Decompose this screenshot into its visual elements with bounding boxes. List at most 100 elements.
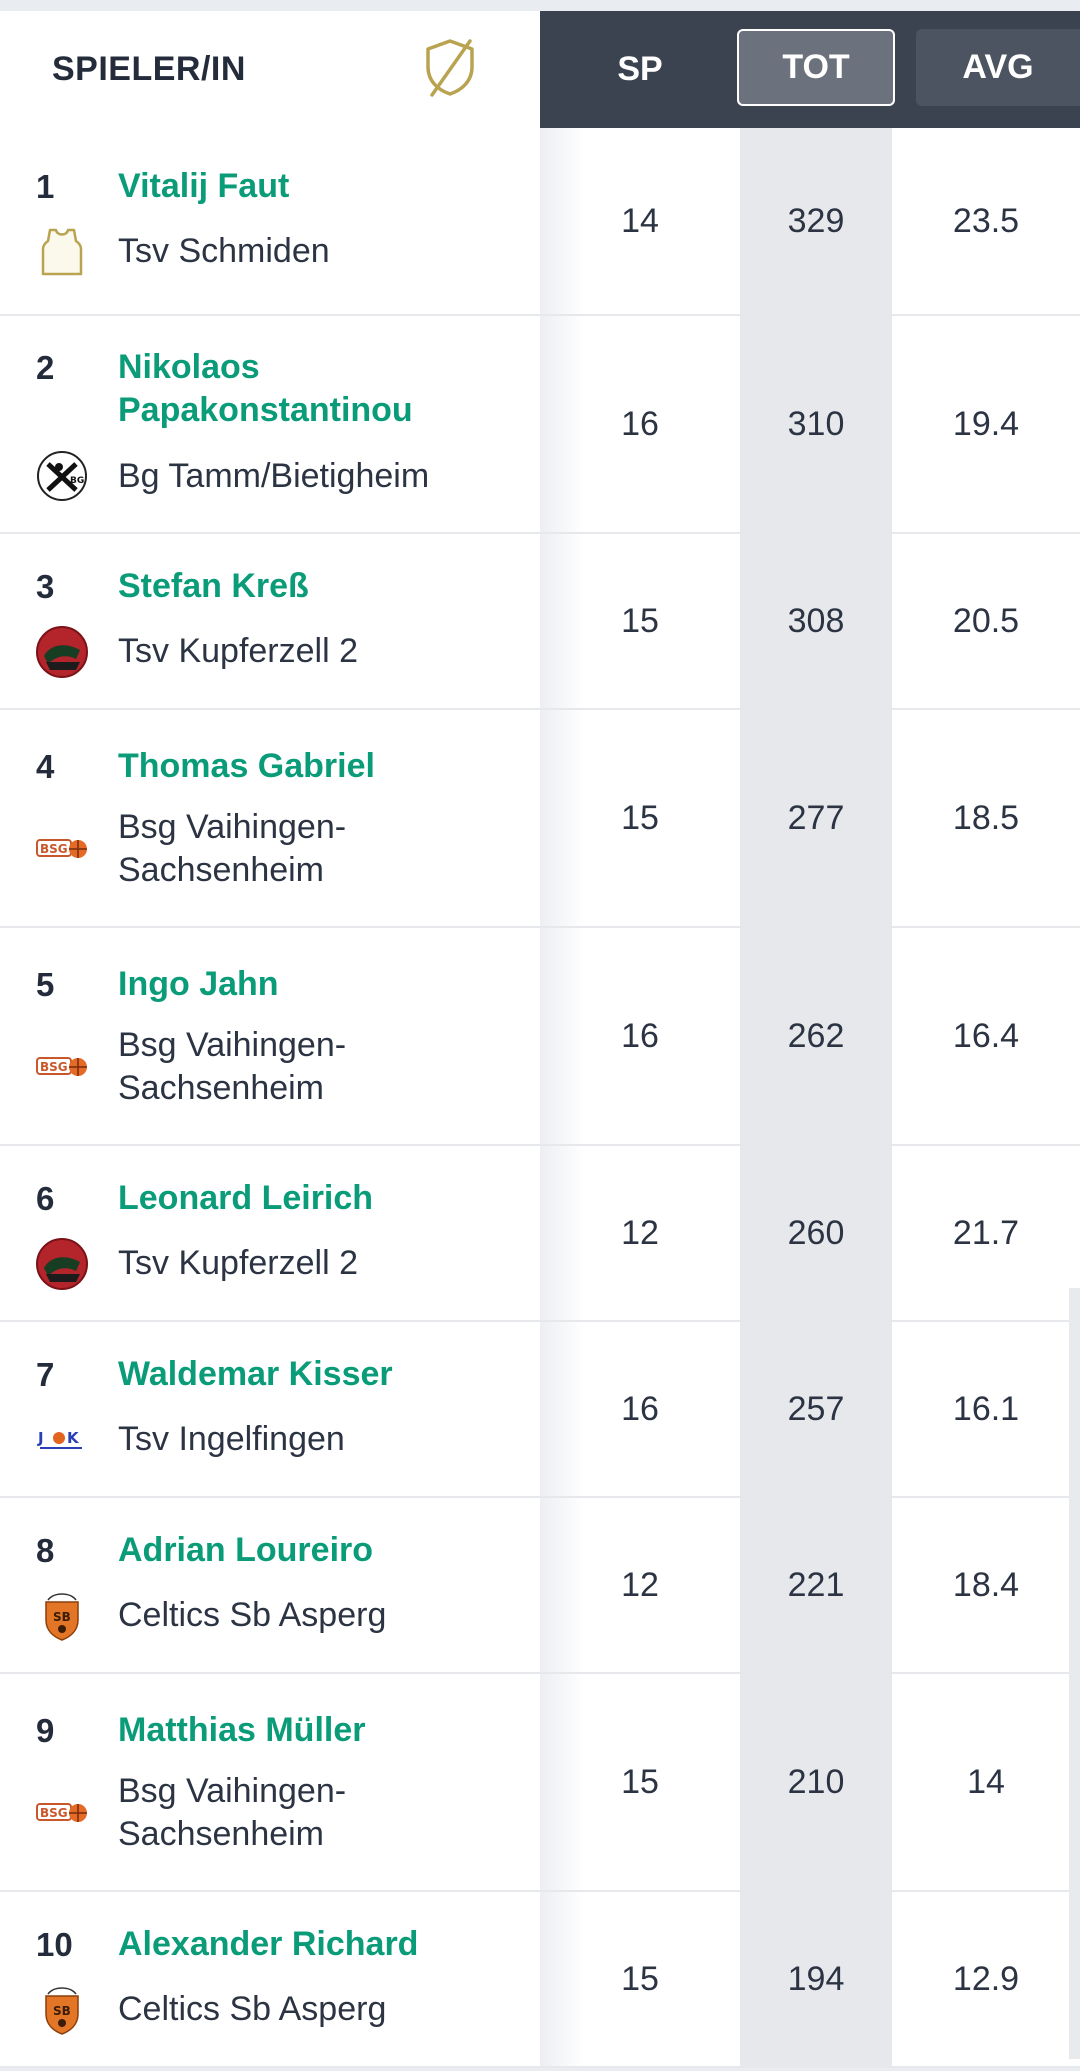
avg-value: 18.5 <box>892 710 1080 926</box>
player-cell: 5 Ingo Jahn BSG Bsg Vaihingen-Sachsenheim <box>0 928 540 1144</box>
shield-slash-icon[interactable] <box>422 37 478 102</box>
svg-text:K: K <box>67 1429 80 1447</box>
table-row[interactable]: 9 Matthias Müller BSG Bsg Vaihingen-Sachsen… <box>0 1674 1080 1892</box>
stats-cells: 12 221 18.4 <box>540 1498 1080 1672</box>
table-row[interactable]: 6 Leonard Leirich Tsv Kupferzell 2 12 260 21.… <box>0 1146 1080 1322</box>
player-cell: 4 Thomas Gabriel BSG Bsg Vaihingen-Sachsenh… <box>0 710 540 926</box>
team-name[interactable]: Bsg Vaihingen-Sachsenheim <box>118 1025 347 1107</box>
player-name-link[interactable]: Nikolaos Papakonstantinou <box>118 348 413 429</box>
player-cell: 2 Nikolaos Papakonstantinou BG Bg Tamm/Biet… <box>0 316 540 532</box>
tot-value: 308 <box>740 534 892 708</box>
team-name[interactable]: Tsv Ingelfingen <box>118 1420 345 1458</box>
sp-value: 16 <box>540 316 740 532</box>
team-name[interactable]: Celtics Sb Asperg <box>118 1990 387 2028</box>
rank: 1 <box>36 167 55 205</box>
sp-value: 15 <box>540 534 740 708</box>
player-name-link[interactable]: Vitalij Faut <box>118 166 290 205</box>
table-row[interactable]: 4 Thomas Gabriel BSG Bsg Vaihingen-Sachsenh… <box>0 710 1080 928</box>
asperg-logo: SB <box>36 1590 88 1642</box>
sp-value: 16 <box>540 1322 740 1496</box>
tot-value: 194 <box>740 1892 892 2066</box>
rank: 6 <box>36 1179 55 1217</box>
team-name[interactable]: Tsv Kupferzell 2 <box>118 632 358 670</box>
team-name[interactable]: Bsg Vaihingen-Sachsenheim <box>118 807 347 889</box>
table-row[interactable]: 1 Vitalij Faut Tsv Schmiden 14 329 23.5 <box>0 128 1080 316</box>
player-cell: 6 Leonard Leirich Tsv Kupferzell 2 <box>0 1146 540 1320</box>
stats-column-headers: SP TOT AVG <box>540 11 1080 128</box>
scrollbar[interactable] <box>1069 1288 1080 2059</box>
avg-value: 21.7 <box>892 1146 1080 1320</box>
avg-value: 12.9 <box>892 1892 1080 2066</box>
rank: 8 <box>36 1531 55 1569</box>
player-name-link[interactable]: Adrian Loureiro <box>118 1530 374 1569</box>
player-column-title: SPIELER/IN <box>52 50 246 88</box>
sp-value: 12 <box>540 1498 740 1672</box>
stats-cells: 15 194 12.9 <box>540 1892 1080 2066</box>
table-row[interactable]: 3 Stefan Kreß Tsv Kupferzell 2 15 308 20.5 <box>0 534 1080 710</box>
svg-text:BSG: BSG <box>40 842 68 856</box>
rank: 3 <box>36 567 55 605</box>
player-cell: 1 Vitalij Faut Tsv Schmiden <box>0 128 540 314</box>
team-name[interactable]: Celtics Sb Asperg <box>118 1596 387 1634</box>
svg-text:BSG: BSG <box>40 1060 68 1074</box>
table-row[interactable]: 2 Nikolaos Papakonstantinou BG Bg Tamm/Biet… <box>0 316 1080 534</box>
avg-value: 18.4 <box>892 1498 1080 1672</box>
rank: 10 <box>36 1925 73 1963</box>
player-name-link[interactable]: Alexander Richard <box>118 1924 419 1963</box>
team-name[interactable]: Bg Tamm/Bietigheim <box>118 456 430 495</box>
sort-avg-button[interactable]: AVG <box>916 29 1080 106</box>
svg-text:BSG: BSG <box>40 1806 68 1820</box>
stats-cells: 12 260 21.7 <box>540 1146 1080 1320</box>
player-name-link[interactable]: Waldemar Kisser <box>118 1354 393 1393</box>
stats-cells: 15 308 20.5 <box>540 534 1080 708</box>
jersey-icon <box>36 226 88 278</box>
kupferzell-logo <box>36 625 88 678</box>
player-column-header: SPIELER/IN <box>0 11 540 128</box>
tot-value: 329 <box>740 128 892 314</box>
rank: 9 <box>36 1711 55 1749</box>
player-cell: 3 Stefan Kreß Tsv Kupferzell 2 <box>0 534 540 708</box>
player-stats-table: SPIELER/IN SP TOT AVG 1 Vitalij Faut Tsv S… <box>0 11 1080 2068</box>
table-row[interactable]: 10 Alexander Richard SB Celtics Sb Asperg 15… <box>0 1892 1080 2068</box>
rank: 5 <box>36 965 55 1003</box>
svg-text:SB: SB <box>53 1610 71 1624</box>
player-name-link[interactable]: Matthias Müller <box>118 1710 366 1749</box>
avg-value: 19.4 <box>892 316 1080 532</box>
bsg-logo: BSG <box>36 823 88 875</box>
sort-tot-button[interactable]: TOT <box>737 29 895 106</box>
svg-text:BG: BG <box>70 476 84 486</box>
stats-cells: 15 210 14 <box>540 1674 1080 1890</box>
kupferzell-logo <box>36 1237 88 1290</box>
sort-sp-button[interactable]: SP <box>617 50 663 88</box>
player-name-link[interactable]: Thomas Gabriel <box>118 746 375 785</box>
rank: 7 <box>36 1355 55 1393</box>
player-cell: 8 Adrian Loureiro SB Celtics Sb Asperg <box>0 1498 540 1672</box>
tot-value: 262 <box>740 928 892 1144</box>
avg-value: 23.5 <box>892 128 1080 314</box>
sp-value: 16 <box>540 928 740 1144</box>
bsg-logo: BSG <box>36 1787 88 1839</box>
tot-value: 310 <box>740 316 892 532</box>
avg-value: 16.1 <box>892 1322 1080 1496</box>
tot-value: 221 <box>740 1498 892 1672</box>
player-name-link[interactable]: Leonard Leirich <box>118 1178 374 1217</box>
team-name[interactable]: Bsg Vaihingen-Sachsenheim <box>118 1771 347 1853</box>
player-name-link[interactable]: Ingo Jahn <box>118 964 279 1003</box>
team-name[interactable]: Tsv Schmiden <box>118 232 330 270</box>
table-row[interactable]: 7 Waldemar Kisser J K Tsv Ingelfingen 16 257 16… <box>0 1322 1080 1498</box>
asperg-logo: SB <box>36 1984 88 2036</box>
avg-value: 16.4 <box>892 928 1080 1144</box>
table-header: SPIELER/IN SP TOT AVG <box>0 11 1080 128</box>
table-row[interactable]: 8 Adrian Loureiro SB Celtics Sb Asperg 12 221… <box>0 1498 1080 1674</box>
bsg-logo: BSG <box>36 1041 88 1093</box>
player-cell: 10 Alexander Richard SB Celtics Sb Asperg <box>0 1892 540 2066</box>
tot-value: 210 <box>740 1674 892 1890</box>
team-name[interactable]: Tsv Kupferzell 2 <box>118 1244 358 1282</box>
stats-cells: 16 262 16.4 <box>540 928 1080 1144</box>
svg-text:SB: SB <box>53 2004 71 2018</box>
avg-value: 20.5 <box>892 534 1080 708</box>
player-name-link[interactable]: Stefan Kreß <box>118 566 309 605</box>
bg-tamm-logo: BG <box>36 450 88 502</box>
stats-cells: 14 329 23.5 <box>540 128 1080 314</box>
table-row[interactable]: 5 Ingo Jahn BSG Bsg Vaihingen-Sachsenheim 16… <box>0 928 1080 1146</box>
